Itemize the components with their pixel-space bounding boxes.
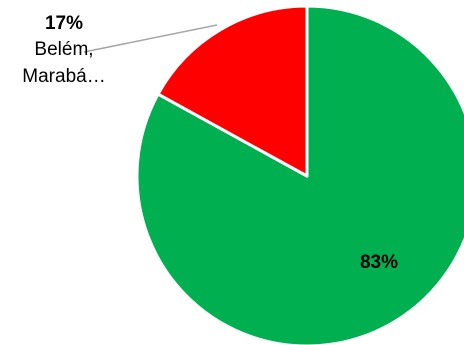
pie-slices bbox=[135, 4, 464, 345]
pie-slice-red bbox=[156, 4, 309, 178]
slice-label-red: 17% Belém, Marabá… bbox=[22, 13, 105, 87]
slice-label-green-percent: 83% bbox=[360, 252, 398, 273]
pie-slice-green bbox=[135, 4, 464, 345]
slice-label-red-category-line-1: Belém, bbox=[34, 39, 93, 60]
slice-label-red-percent: 17% bbox=[45, 13, 83, 34]
slice-label-red-category-line-2: Marabá… bbox=[22, 66, 105, 87]
leader-line bbox=[83, 24, 218, 53]
